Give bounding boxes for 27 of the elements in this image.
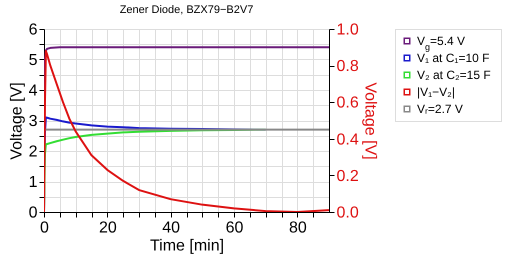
x-tick-label: 80 <box>288 220 307 236</box>
y-tick-label: 6 <box>28 22 38 38</box>
y-tick-label: 3 <box>28 113 38 130</box>
legend-label: V₁ at C₁=10 F <box>417 51 490 65</box>
x-tick-label: 40 <box>162 220 180 236</box>
legend-label: V$_{g}$=5.4 V <box>417 34 466 52</box>
legend-label: |V₁−V₂| <box>417 85 455 99</box>
x-tick-label: 0 <box>40 220 50 236</box>
y2-tick-label: 0.0 <box>336 204 359 222</box>
x-tick-label: 20 <box>98 220 117 236</box>
y2-tick-label: 0.4 <box>336 131 359 148</box>
x-tick-label: 60 <box>226 220 244 236</box>
y-tick-label: 5 <box>28 52 38 69</box>
chart-title: Zener Diode, BZX79−B2V7 <box>120 4 254 16</box>
y-tick-label: 0 <box>28 204 38 222</box>
y-tick-label: 1 <box>28 174 38 191</box>
legend-label: V₂ at C₂=15 F <box>417 68 491 82</box>
y2-tick-label: 0.2 <box>336 168 359 185</box>
y2-tick-label: 1.0 <box>336 22 359 38</box>
x-axis-title: Time [min] <box>150 238 224 254</box>
legend-label: Vᵣ=2.7 V <box>417 102 463 116</box>
y-axis-title: Voltage [V] <box>8 82 26 160</box>
y2-axis-title: Voltage [V] <box>362 82 379 160</box>
y2-tick-label: 0.8 <box>336 58 359 76</box>
y-tick-label: 4 <box>28 82 38 100</box>
y-tick-label: 2 <box>28 144 38 160</box>
y2-tick-label: 0.6 <box>336 94 359 112</box>
